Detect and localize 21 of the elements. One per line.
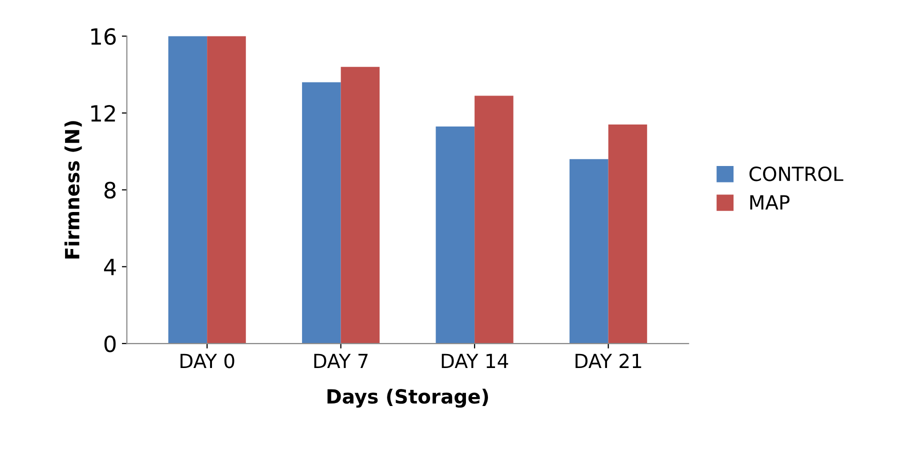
- y-tick-label: 16: [91, 28, 116, 45]
- bar: [608, 124, 648, 344]
- bar: [340, 66, 380, 344]
- legend-label: CONTROL: [749, 166, 844, 182]
- y-tick-label: 0: [104, 335, 116, 352]
- bar: [302, 82, 341, 344]
- y-axis-title: Firmness (N): [64, 121, 82, 258]
- x-axis-title: Days (Storage): [328, 388, 488, 408]
- bar: [436, 126, 475, 344]
- bar: [474, 96, 514, 344]
- y-tick-label: 4: [104, 258, 116, 276]
- x-tick-label: DAY 14: [442, 354, 508, 368]
- x-tick-label: DAY 7: [314, 354, 368, 368]
- x-tick-label: DAY 21: [576, 354, 642, 368]
- bar: [570, 159, 608, 344]
- legend-label: MAP: [750, 195, 790, 210]
- y-tick-label: 12: [91, 104, 115, 122]
- x-tick-label: DAY 0: [180, 354, 234, 368]
- y-tick-label: 8: [104, 182, 116, 199]
- bar: [207, 36, 246, 344]
- bar: [168, 36, 208, 344]
